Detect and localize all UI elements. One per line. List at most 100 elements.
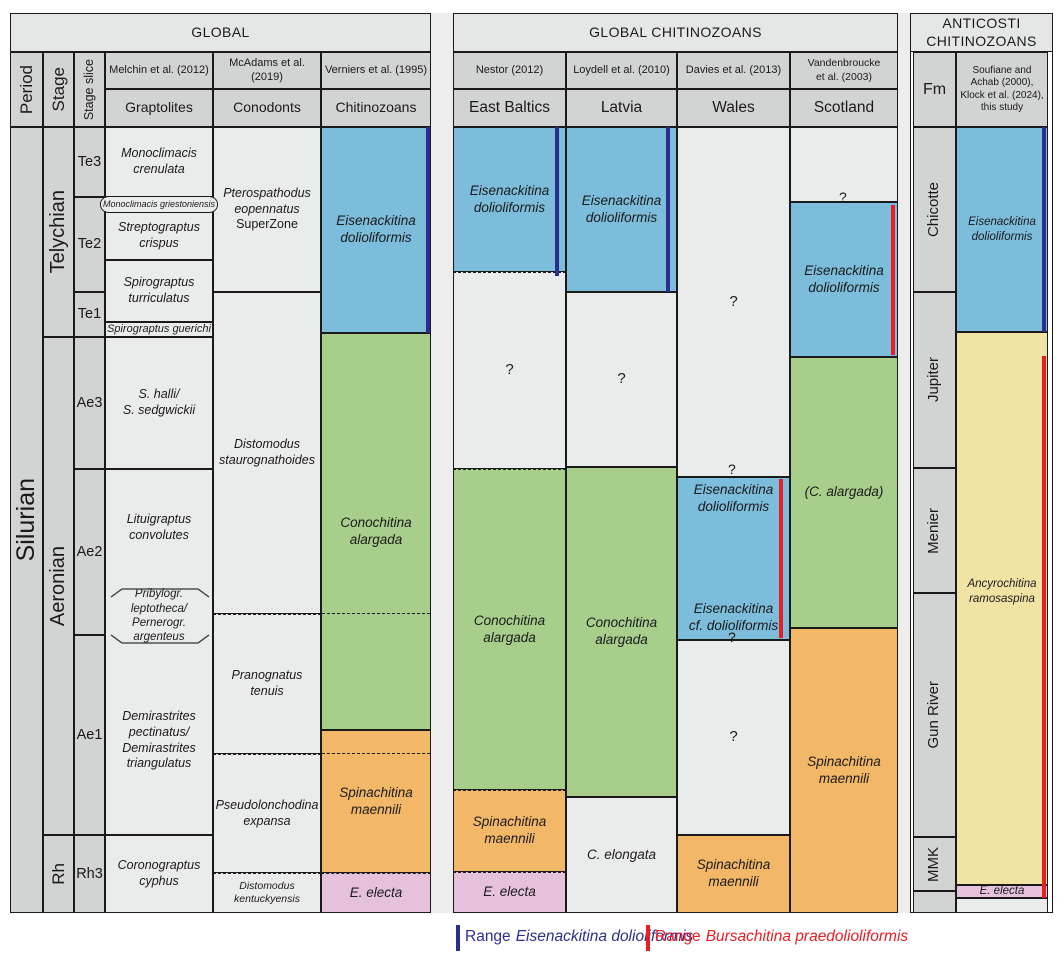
formation-jupiter-label: Jupiter <box>925 357 943 403</box>
bracket-top-icon <box>110 588 210 598</box>
wales-zone-dolioliformis: Eisenackitina dolioliformis <box>693 482 774 514</box>
wales-uncertain-zone-upper: ? <box>677 127 790 477</box>
range-bar-praedolioliformis <box>891 205 895 355</box>
author-davies: Davies et al. (2013) <box>677 52 790 89</box>
anticosti-zone-electa: E. electa <box>956 885 1048 898</box>
formation-chicotte: Chicotte <box>913 127 956 292</box>
group-gap <box>431 13 453 913</box>
legend-praedolioliformis-species: Bursachitina praedolioliformis <box>705 928 909 945</box>
latvia-zone-dolioliformis: Eisenackitina dolioliformis <box>566 127 677 292</box>
formation-gun-river: Gun River <box>913 593 956 837</box>
scotland-zone-dolioliformis: Eisenackitina dolioliformis <box>790 202 898 357</box>
slice-ae2: Ae2 <box>74 469 105 635</box>
wales-zone-cf-dolioliformis: Eisenackitina cf. dolioliformis <box>688 601 779 634</box>
formation-gun-river-label: Gun River <box>925 681 943 749</box>
legend-praedolioliformis-tick-icon <box>646 925 650 951</box>
range-bar-dolioliformis <box>555 127 559 276</box>
range-bar-dolioliformis <box>666 127 670 292</box>
fm-column-header: Fm <box>913 52 956 127</box>
conodont-zone-expansa: Pseudolonchodina expansa <box>213 754 321 873</box>
latvia-zone-elongata: C. elongata <box>566 797 677 913</box>
east-baltics-zone-dolioliformis: Eisenackitina dolioliformis <box>453 127 566 272</box>
stage-slice-header-label: Stage slice <box>81 58 96 121</box>
legend-praedolioliformis-prefix: Range <box>655 928 701 945</box>
column-label-wales: Wales <box>677 89 790 127</box>
author-soufiane-achab-klock: Soufiane and Achab (2000), Klock et al. … <box>956 52 1048 127</box>
anticosti-zone-dolioliformis: Eisenackitina dolioliformis <box>956 127 1048 332</box>
graptolite-zone-turriculatus: Spirograptus turriculatus <box>105 260 213 322</box>
slice-te3: Te3 <box>74 127 105 197</box>
formation-menier-label: Menier <box>925 507 943 554</box>
column-label-latvia: Latvia <box>566 89 677 127</box>
graptolite-zone-convolutes: Lituigraptus convolutes <box>105 469 213 585</box>
author-melchin: Melchin et al. (2012) <box>105 52 213 89</box>
formation-mmk-label: MMK <box>925 846 943 882</box>
dashed-correlation-line <box>322 753 430 754</box>
stage-aeronian-label: Aeronian <box>47 545 69 627</box>
period-header-label: Period <box>16 64 36 115</box>
graptolite-zone-crenulata: Monoclimacis crenulata <box>105 127 213 197</box>
legend-praedolioliformis: Range Bursachitina praedolioliformis <box>655 928 908 946</box>
slice-te1: Te1 <box>74 292 105 337</box>
wales-zone-dolioliformis-box: Eisenackitina dolioliformis Eisenackitin… <box>677 477 790 640</box>
range-bar-praedolioliformis <box>1042 356 1046 898</box>
author-mcadams: McAdams et al. (2019) <box>213 52 321 89</box>
author-vandenbroucke: Vandenbroucke et al. (2003) <box>790 52 898 89</box>
column-label-east-baltics: East Baltics <box>453 89 566 127</box>
legend-dolioliformis-prefix: Range <box>465 928 511 945</box>
dashed-correlation-line <box>322 613 430 614</box>
range-bar-dolioliformis <box>1042 127 1046 332</box>
column-label-graptolites: Graptolites <box>105 89 213 127</box>
author-nestor: Nestor (2012) <box>453 52 566 89</box>
range-bar-praedolioliformis <box>779 479 783 638</box>
stage-slice-column-header: Stage slice <box>74 52 105 127</box>
bracket-bottom-icon <box>110 634 210 644</box>
stage-rhuddanian-label: Rh <box>48 863 68 885</box>
formation-mmk: MMK <box>913 837 956 891</box>
east-baltics-uncertain-zone: ? <box>453 272 566 469</box>
conodont-zone-eopennatus-suffix: SuperZone <box>236 217 298 232</box>
slice-te2: Te2 <box>74 197 105 292</box>
anticosti-band-title: ANTICOSTI CHITINOZOANS <box>910 13 1053 52</box>
latvia-zone-alargada: Conochitina alargada <box>566 467 677 797</box>
author-loydell: Loydell et al. (2010) <box>566 52 677 89</box>
graptolite-zone-guerichi: Spirograptus guerichi <box>105 322 213 337</box>
range-bar-dolioliformis <box>426 127 430 333</box>
graptolite-zone-griestoniensis: Monoclimacis griestoniensis <box>100 196 218 213</box>
graptolite-zone-leptotheca-argenteus-label: Pribylogr. leptotheca/ Pernerogr. argent… <box>130 588 188 644</box>
stage-header-label: Stage <box>48 67 68 112</box>
scotland-question-mark: ? <box>839 189 847 205</box>
graptolite-zone-leptotheca-argenteus: Pribylogr. leptotheca/ Pernerogr. argent… <box>105 585 213 647</box>
global-chitinozoans-band-title: GLOBAL CHITINOZOANS <box>453 13 898 52</box>
formation-chicotte-label: Chicotte <box>925 181 943 238</box>
global-band-title: GLOBAL <box>10 13 431 52</box>
slice-ae3: Ae3 <box>74 337 105 469</box>
conodont-zone-kentuckyensis: Distomodus kentuckyensis <box>213 873 321 913</box>
stage-aeronian: Aeronian <box>43 337 74 835</box>
latvia-uncertain-zone: ? <box>566 292 677 467</box>
group-gap <box>898 13 910 913</box>
column-label-conodonts: Conodonts <box>213 89 321 127</box>
formation-jupiter: Jupiter <box>913 292 956 468</box>
anticosti-unlabeled-bottom <box>956 898 1048 913</box>
east-baltics-zone-electa: E. electa <box>453 872 566 913</box>
author-verniers: Verniers et al. (1995) <box>321 52 431 89</box>
anticosti-zone-ramosaspina: Ancyrochitina ramosaspina <box>956 332 1048 885</box>
wales-question-mark-top: ? <box>728 461 736 477</box>
formation-menier: Menier <box>913 468 956 593</box>
period-column-header: Period <box>10 52 43 127</box>
formation-unlabeled <box>913 891 956 913</box>
chitinozoan-zone-alargada: Conochitina alargada <box>321 333 431 730</box>
conodont-zone-eopennatus: Pterospathodus eopennatus SuperZone <box>213 127 321 292</box>
chitinozoan-zone-electa: E. electa <box>321 873 431 913</box>
stage-rhuddanian: Rh <box>43 835 74 913</box>
east-baltics-zone-alargada: Conochitina alargada <box>453 469 566 790</box>
slice-ae1: Ae1 <box>74 635 105 835</box>
stage-telychian-label: Telychian <box>47 190 69 274</box>
conodont-zone-eopennatus-species: Pterospathodus eopennatus <box>223 186 311 216</box>
graptolite-zone-pectinatus-triangulatus: Demirastrites pectinatus/ Demirastrites … <box>105 647 213 835</box>
column-label-chitinozoans: Chitinozoans <box>321 89 431 127</box>
chitinozoan-zone-dolioliformis: Eisenackitina dolioliformis <box>321 127 431 333</box>
wales-uncertain-zone-lower: ? <box>677 640 790 835</box>
